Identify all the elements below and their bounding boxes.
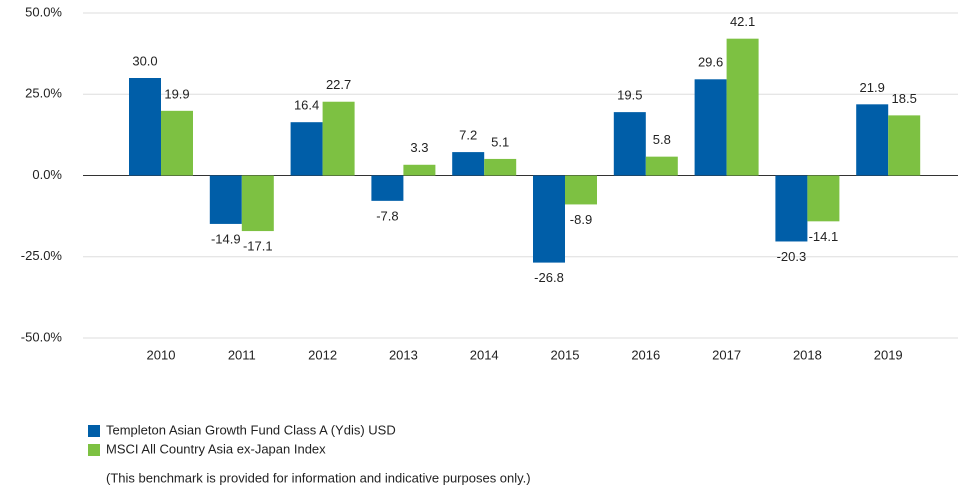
- bar: [888, 115, 921, 176]
- bar: [807, 175, 840, 222]
- y-tick-label: 50.0%: [25, 4, 62, 19]
- x-tick-label: 2011: [228, 347, 256, 362]
- bar: [694, 79, 727, 176]
- x-tick-label: 2018: [793, 347, 822, 362]
- bar: [241, 175, 274, 232]
- value-label: 21.9: [860, 80, 885, 95]
- x-tick-label: 2014: [470, 347, 499, 362]
- bar: [322, 101, 355, 176]
- bar: [129, 78, 161, 176]
- bar: [371, 175, 404, 201]
- legend-label: MSCI All Country Asia ex-Japan Index: [106, 441, 326, 456]
- y-tick-label: -50.0%: [21, 329, 63, 344]
- bar: [645, 156, 678, 176]
- value-label: 19.5: [617, 88, 642, 103]
- value-label: -8.9: [570, 212, 592, 227]
- legend-swatch: [88, 444, 100, 456]
- bar: [452, 152, 485, 176]
- bar: [856, 104, 889, 176]
- value-label: 7.2: [459, 128, 477, 143]
- legend-label: Templeton Asian Growth Fund Class A (Ydi…: [106, 422, 396, 437]
- legend-swatch: [88, 425, 100, 437]
- bar: [533, 175, 565, 263]
- y-tick-label: 25.0%: [25, 86, 62, 101]
- x-tick-label: 2013: [389, 347, 418, 362]
- x-tick-label: 2012: [308, 347, 337, 362]
- value-label: -17.1: [243, 239, 273, 254]
- value-label: 5.1: [491, 134, 509, 149]
- value-label: -14.1: [809, 229, 839, 244]
- x-tick-label: 2019: [874, 347, 903, 362]
- bar: [565, 175, 597, 205]
- bar: [161, 110, 193, 176]
- x-tick-label: 2010: [147, 347, 176, 362]
- value-label: -14.9: [211, 231, 241, 246]
- value-label: -7.8: [376, 208, 398, 223]
- note: (This benchmark is provided for informat…: [106, 470, 531, 485]
- bar: [484, 158, 517, 176]
- x-tick-label: 2016: [631, 347, 660, 362]
- bar: [290, 122, 323, 176]
- bar: [403, 164, 436, 176]
- value-label: -26.8: [534, 270, 564, 285]
- y-tick-label: -25.0%: [21, 248, 63, 263]
- value-label: 30.0: [132, 53, 157, 68]
- value-label: 22.7: [326, 77, 351, 92]
- value-label: 5.8: [653, 132, 671, 147]
- value-label: 19.9: [164, 86, 189, 101]
- value-label: 3.3: [410, 140, 428, 155]
- value-label: 29.6: [698, 55, 723, 70]
- bar: [726, 38, 759, 176]
- bar: [613, 112, 646, 176]
- bar: [209, 175, 242, 224]
- value-label: 18.5: [892, 91, 917, 106]
- value-label: 16.4: [294, 98, 319, 113]
- y-tick-label: 0.0%: [32, 167, 62, 182]
- value-label: -20.3: [777, 249, 807, 264]
- x-tick-label: 2017: [712, 347, 741, 362]
- value-label: 42.1: [730, 14, 755, 29]
- bar: [775, 175, 808, 242]
- x-tick-label: 2015: [551, 347, 580, 362]
